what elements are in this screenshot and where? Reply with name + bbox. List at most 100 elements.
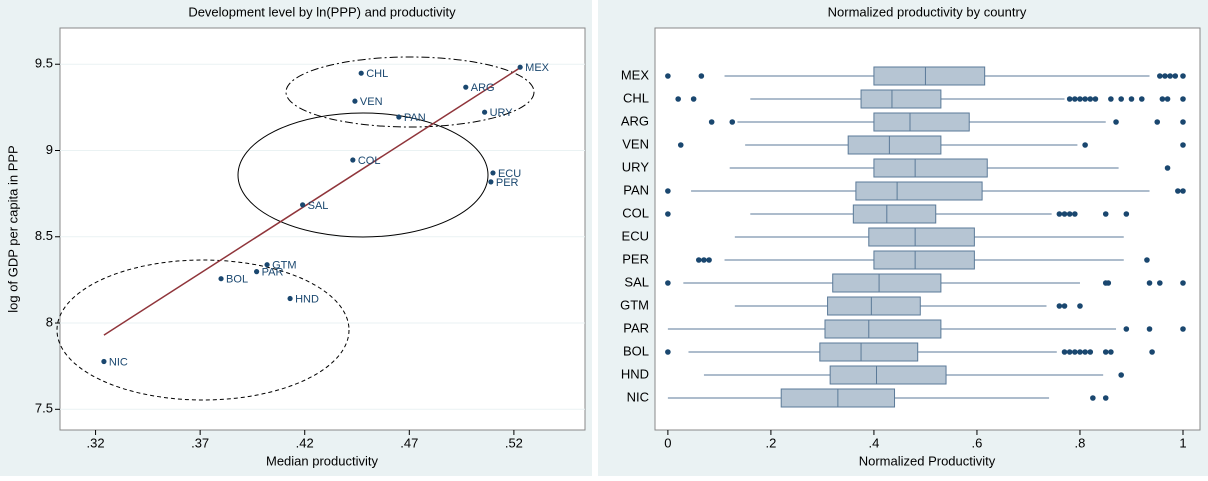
point [350, 157, 356, 163]
outlier [1066, 96, 1073, 102]
outlier [1102, 211, 1109, 217]
outlier [1072, 349, 1078, 355]
x-tick-label: .4 [869, 435, 880, 450]
outlier [1077, 96, 1083, 102]
outlier [1077, 303, 1083, 309]
point [463, 84, 469, 90]
outlier [1146, 326, 1153, 332]
outlier [1128, 96, 1135, 102]
category-label: SAL [624, 274, 649, 289]
outlier [1066, 211, 1073, 217]
point [287, 295, 293, 302]
point-label: BOL [226, 274, 248, 286]
box [873, 158, 988, 178]
left-plot-area [59, 27, 586, 431]
point-label: COL [358, 155, 381, 167]
outlier [729, 119, 736, 125]
outlier [708, 119, 715, 125]
point-label: MEX [525, 62, 550, 74]
outlier [1087, 349, 1094, 355]
outlier [1180, 73, 1186, 79]
outlier [1144, 257, 1150, 263]
outlier [1092, 96, 1099, 102]
point-label: GTM [272, 260, 296, 272]
point-label: ECU [498, 168, 521, 180]
point [101, 358, 107, 365]
outlier [1180, 326, 1186, 332]
point [488, 179, 494, 185]
outlier [1105, 280, 1112, 286]
outlier [1180, 96, 1186, 102]
box [860, 89, 942, 109]
category-label: ARG [621, 113, 649, 128]
outlier [1157, 280, 1163, 286]
point-label: ARG [471, 82, 495, 94]
x-axis-label: Median productivity [266, 453, 378, 468]
outlier [665, 73, 671, 79]
box [847, 135, 942, 155]
outlier [1061, 349, 1068, 355]
outlier [1159, 96, 1166, 102]
outlier [1108, 96, 1114, 102]
chart-title: Development level by ln(PPP) and product… [188, 4, 456, 19]
box [827, 296, 921, 316]
category-label: NIC [627, 389, 649, 404]
box [855, 181, 983, 201]
outlier [1175, 188, 1181, 194]
y-tick-label: 7.5 [35, 401, 53, 416]
point [396, 114, 402, 120]
outlier [1154, 119, 1161, 125]
x-tick-label: .2 [765, 435, 776, 450]
outlier [1113, 119, 1119, 125]
outlier [1056, 211, 1063, 217]
outlier [1172, 73, 1179, 79]
x-tick-label: .42 [296, 435, 314, 450]
category-label: BOL [623, 343, 649, 358]
category-label: MEX [621, 67, 650, 82]
outlier [1162, 73, 1168, 79]
category-label: GTM [620, 297, 649, 312]
point [218, 276, 224, 282]
outlier [1138, 96, 1145, 102]
outlier [1102, 349, 1109, 355]
annotations [56, 56, 535, 401]
outlier [1102, 395, 1109, 401]
category-label: VEN [622, 136, 649, 151]
category-label: HND [621, 366, 649, 381]
x-tick-label: .6 [972, 435, 983, 450]
point [254, 269, 260, 275]
point [352, 98, 358, 104]
x-tick-label: .8 [1075, 435, 1086, 450]
outlier [1123, 211, 1130, 217]
outlier [1118, 372, 1124, 378]
box [819, 342, 919, 362]
x-tick-label: .32 [87, 435, 105, 450]
outlier [1123, 326, 1130, 332]
group-ellipse [285, 56, 535, 128]
outlier [1077, 349, 1083, 355]
fit-line [103, 67, 521, 336]
point-label: URY [490, 107, 514, 119]
outlier [665, 280, 671, 286]
outlier [1082, 142, 1088, 148]
outlier [1061, 303, 1068, 309]
group-ellipse [56, 259, 350, 401]
outlier [1090, 395, 1096, 401]
outlier [1056, 303, 1063, 309]
point-label: HND [295, 293, 319, 305]
outlier [1180, 142, 1186, 148]
category-label: PER [622, 251, 649, 266]
outlier [675, 96, 681, 102]
category-label: CHL [623, 90, 649, 105]
y-tick-label: 8.5 [35, 228, 53, 243]
outlier [665, 188, 671, 194]
outlier [1082, 349, 1088, 355]
outlier [1061, 211, 1068, 217]
box [868, 227, 975, 247]
chart-title: Normalized productivity by country [828, 4, 1027, 19]
x-tick-label: .52 [505, 435, 523, 450]
outlier [1072, 211, 1078, 217]
outlier [1180, 188, 1186, 194]
point-label: PER [496, 177, 519, 189]
point-label: PAR [262, 267, 284, 279]
